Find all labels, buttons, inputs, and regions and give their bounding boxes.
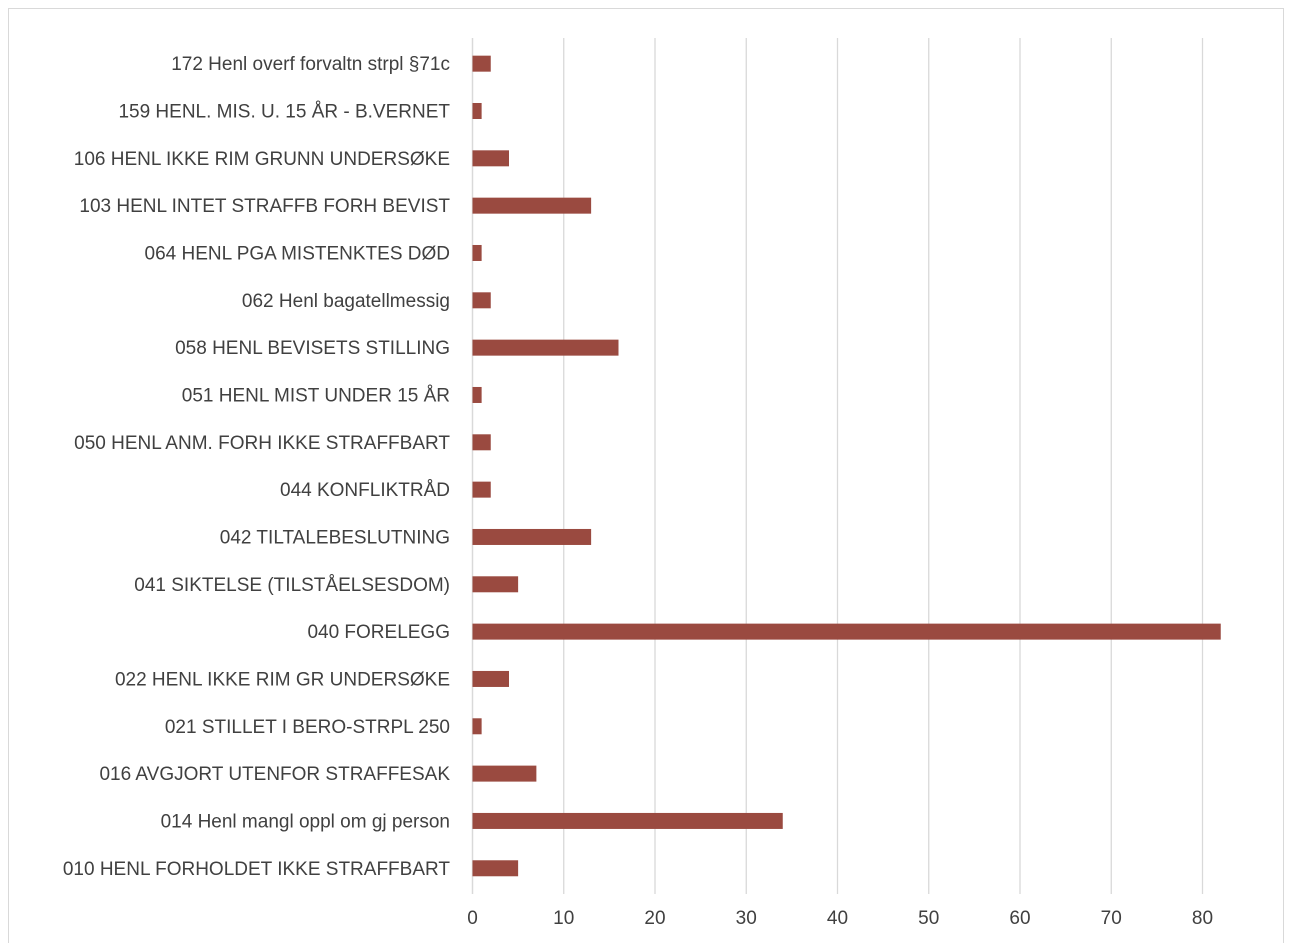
bar bbox=[472, 670, 509, 687]
category-label: 042 TILTALEBESLUTNING bbox=[220, 527, 450, 548]
category-label: 044 KONFLIKTRÅD bbox=[280, 480, 450, 501]
category-label: 021 STILLET I BERO-STRPL 250 bbox=[165, 717, 450, 738]
category-label: 022 HENL IKKE RIM GR UNDERSØKE bbox=[115, 669, 450, 690]
category-label: 062 Henl bagatellmessig bbox=[242, 291, 450, 312]
bar bbox=[472, 292, 491, 309]
x-axis-tick-labels: 0 10 20 30 40 50 60 70 80 bbox=[467, 908, 1213, 929]
x-tick-label: 70 bbox=[1101, 908, 1122, 929]
bar bbox=[472, 55, 491, 72]
x-tick-label: 20 bbox=[644, 908, 665, 929]
gridlines bbox=[471, 38, 1204, 894]
bars bbox=[472, 55, 1221, 877]
bar bbox=[472, 860, 519, 877]
category-label: 159 HENL. MIS. U. 15 ÅR - B.VERNET bbox=[118, 101, 450, 122]
category-label: 041 SIKTELSE (TILSTÅELSESDOM) bbox=[134, 575, 450, 596]
category-label: 106 HENL IKKE RIM GRUNN UNDERSØKE bbox=[74, 149, 450, 170]
category-label: 050 HENL ANM. FORH IKKE STRAFFBART bbox=[74, 433, 450, 454]
bar bbox=[472, 244, 482, 261]
bar bbox=[472, 576, 519, 593]
category-label: 014 Henl mangl oppl om gj person bbox=[161, 811, 450, 832]
category-label: 103 HENL INTET STRAFFB FORH BEVIST bbox=[79, 196, 450, 217]
x-tick-label: 40 bbox=[827, 908, 848, 929]
category-label: 172 Henl overf forvaltn strpl §71c bbox=[171, 54, 450, 75]
bar bbox=[472, 528, 592, 545]
bar bbox=[472, 102, 482, 119]
x-tick-label: 60 bbox=[1009, 908, 1030, 929]
x-tick-label: 0 bbox=[467, 908, 478, 929]
bar bbox=[472, 339, 619, 356]
x-tick-label: 30 bbox=[736, 908, 757, 929]
x-tick-label: 80 bbox=[1192, 908, 1213, 929]
category-label: 040 FORELEGG bbox=[307, 622, 450, 643]
category-label: 010 HENL FORHOLDET IKKE STRAFFBART bbox=[63, 859, 451, 880]
chart-area bbox=[8, 8, 1284, 943]
category-label: 051 HENL MIST UNDER 15 ÅR bbox=[182, 385, 450, 406]
x-tick-label: 50 bbox=[918, 908, 939, 929]
bar bbox=[472, 197, 592, 214]
x-tick-label: 10 bbox=[553, 908, 574, 929]
category-label: 064 HENL PGA MISTENKTES DØD bbox=[145, 243, 451, 264]
bar bbox=[472, 812, 783, 829]
category-label: 058 HENL BEVISETS STILLING bbox=[175, 338, 450, 359]
bar bbox=[472, 150, 509, 167]
bar bbox=[472, 386, 482, 403]
bar bbox=[472, 765, 537, 782]
category-labels: 172 Henl overf forvaltn strpl §71c 159 HE… bbox=[63, 54, 451, 880]
bar bbox=[472, 481, 491, 498]
bar bbox=[472, 623, 1221, 640]
bar bbox=[472, 718, 482, 735]
bar bbox=[472, 434, 491, 451]
category-label: 016 AVGJORT UTENFOR STRAFFESAK bbox=[99, 764, 450, 785]
